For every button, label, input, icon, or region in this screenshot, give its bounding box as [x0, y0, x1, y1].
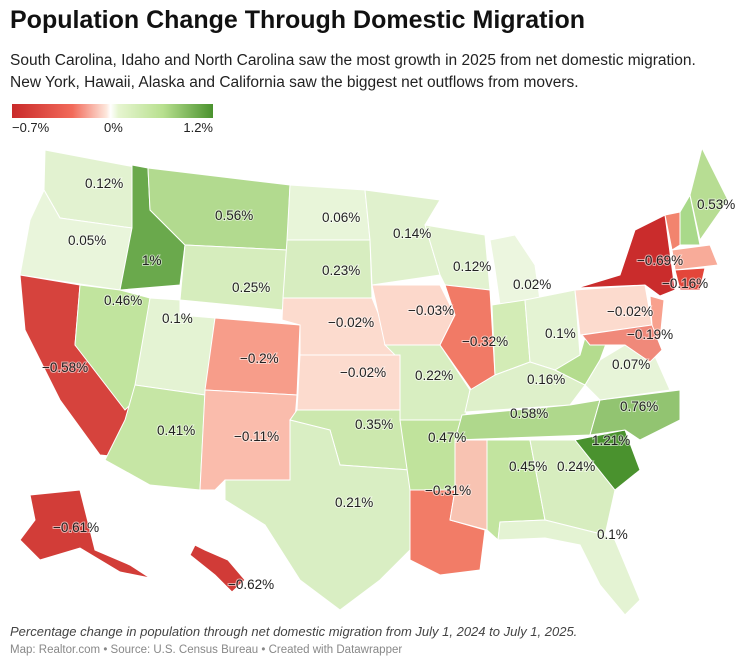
state-value-label: 1%	[142, 253, 162, 268]
state-sc[interactable]	[574, 429, 641, 491]
legend-mid-label: 0%	[104, 120, 123, 135]
state-value-label: −0.11%	[234, 429, 279, 444]
state-value-label: 0.23%	[322, 263, 360, 278]
state-value-label: −0.16%	[662, 276, 708, 291]
us-choropleth-map: 0.12% 0.05% −0.58% 1% 0.46% 0.56% 0.25% 0.1% 0.4…	[19, 146, 736, 616]
state-value-label: 0.16%	[527, 372, 565, 387]
state-value-label: 0.1%	[162, 311, 193, 326]
state-value-label: 0.12%	[85, 176, 123, 191]
state-md[interactable]	[581, 324, 663, 363]
state-value-label: 0.02%	[513, 277, 551, 292]
state-value-label: −0.02%	[607, 304, 653, 319]
legend-max-label: 1.2%	[183, 120, 213, 135]
state-value-label: −0.2%	[240, 351, 279, 366]
source-note: Map: Realtor.com • Source: U.S. Census B…	[10, 644, 403, 656]
state-value-label: 0.14%	[393, 226, 431, 241]
state-value-label: −0.62%	[228, 577, 274, 592]
chart-subtitle: South Carolina, Idaho and North Carolina…	[10, 52, 696, 91]
state-ms[interactable]	[449, 439, 488, 531]
state-me[interactable]	[689, 146, 729, 242]
state-ny[interactable]	[576, 214, 676, 297]
state-value-label: −0.02%	[328, 315, 374, 330]
state-value-label: 0.76%	[620, 399, 658, 414]
caption: Percentage change in population through …	[10, 624, 578, 639]
state-value-label: −0.31%	[425, 483, 471, 498]
state-value-label: 0.47%	[428, 430, 466, 445]
state-wy[interactable]	[179, 244, 288, 311]
state-hi[interactable]	[189, 544, 246, 593]
state-value-label: 0.35%	[355, 417, 393, 432]
state-ct[interactable]	[674, 267, 706, 291]
state-value-label: 0.24%	[557, 459, 595, 474]
state-value-label: −0.61%	[53, 520, 99, 535]
state-value-label: 0.05%	[68, 233, 106, 248]
state-ak[interactable]	[19, 489, 151, 579]
state-value-label: 0.53%	[697, 197, 735, 212]
state-value-label: 0.1%	[597, 527, 628, 542]
state-value-label: 0.22%	[415, 368, 453, 383]
state-value-label: −0.58%	[42, 360, 88, 375]
state-value-label: −0.02%	[340, 365, 386, 380]
state-value-label: 0.1%	[545, 326, 576, 341]
legend-min-label: −0.7%	[12, 120, 50, 135]
state-value-label: 0.21%	[335, 495, 373, 510]
state-tx[interactable]	[224, 419, 421, 611]
state-value-label: 0.58%	[510, 406, 548, 421]
state-fl[interactable]	[497, 519, 641, 616]
state-value-label: 0.25%	[232, 280, 270, 295]
state-value-label: 0.06%	[322, 210, 360, 225]
state-value-label: −0.32%	[462, 334, 508, 349]
state-ks[interactable]	[296, 354, 401, 411]
state-ma[interactable]	[671, 244, 719, 271]
state-value-label: 0.07%	[612, 357, 650, 372]
state-value-label: 0.56%	[215, 208, 253, 223]
color-legend: −0.7% 0% 1.2%	[12, 104, 213, 135]
state-value-label: 0.41%	[157, 423, 195, 438]
state-mi[interactable]	[489, 234, 541, 306]
state-value-label: 0.12%	[453, 259, 491, 274]
legend-gradient	[12, 104, 213, 118]
state-value-label: 1.21%	[592, 433, 630, 448]
chart-title: Population Change Through Domestic Migra…	[10, 6, 585, 34]
state-value-label: −0.03%	[408, 303, 454, 318]
state-value-label: 0.45%	[509, 459, 547, 474]
state-value-label: −0.19%	[627, 327, 673, 342]
state-value-label: −0.69%	[637, 253, 683, 268]
state-value-label: 0.46%	[104, 293, 142, 308]
state-wi[interactable]	[424, 224, 491, 291]
state-nh[interactable]	[679, 193, 701, 246]
